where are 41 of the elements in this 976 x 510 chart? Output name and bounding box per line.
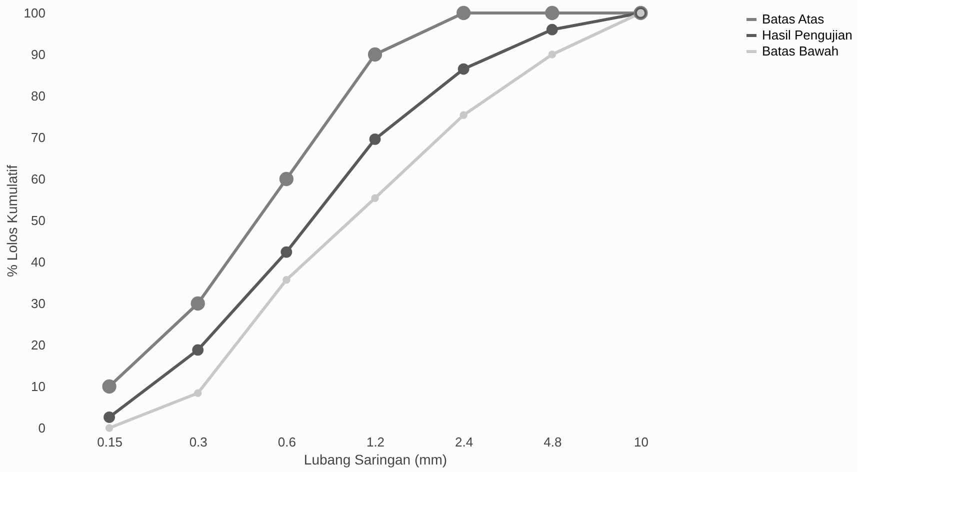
point [545,6,560,20]
x-tick-label: 0.15 [97,434,122,450]
point [192,344,204,356]
point [546,24,558,36]
y-tick-label: 90 [31,47,46,62]
point [282,276,290,284]
point [102,379,116,394]
point [368,47,382,62]
y-tick-label: 50 [31,213,46,228]
y-tick-label: 60 [31,172,46,186]
x-tick-label: 4.8 [544,434,562,450]
point [371,194,379,202]
point [548,50,556,58]
y-tick-label: 0 [38,420,46,436]
point [105,424,114,432]
x-tick-label: 0.3 [189,434,208,450]
y-tick-label: 30 [31,296,46,311]
legend-label: Hasil Pengujian [762,28,852,42]
legend-label: Batas Bawah [762,44,839,58]
y-tick-label: 70 [31,130,46,145]
point [194,389,202,398]
point [369,133,381,145]
y-tick-label: 100 [24,6,46,20]
x-tick-label: 1.2 [366,434,385,450]
y-tick-label: 20 [31,338,46,352]
y-axis-title: % Lolos Kumulatif [4,164,20,278]
x-tick-label: 2.4 [455,434,474,450]
y-tick-label: 40 [31,254,46,270]
point [458,63,470,75]
point [280,246,292,258]
y-tick-label: 10 [31,379,46,394]
point [460,111,468,119]
point [456,6,471,20]
point [104,412,115,423]
x-tick-label: 0.6 [278,434,296,450]
legend-label: Batas Atas [762,12,825,26]
x-tick-label: 10 [634,434,648,450]
y-tick-label: 80 [31,88,46,104]
point [279,172,294,186]
point [190,296,205,311]
x-axis-title: Lubang Saringan (mm) [304,452,448,468]
